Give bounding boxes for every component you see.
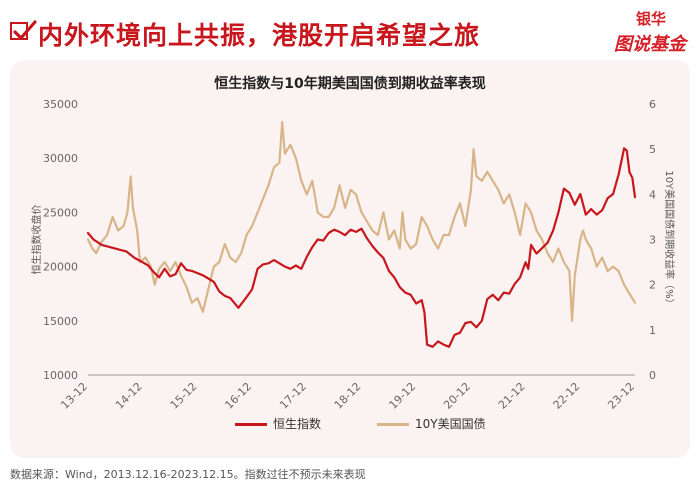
y-left-tick-label: 15000 [43,315,78,328]
chart-legend: 恒生指数 10Y美国国债 [10,415,690,435]
legend-label-ust: 10Y美国国债 [415,417,486,431]
page-headline: 内外环境向上共振，港股开启希望之旅 [38,21,481,50]
x-tick-label: 18-12 [332,380,364,412]
x-tick-label: 22-12 [551,380,583,412]
x-tick-label: 15-12 [168,380,200,412]
logo-column-name: 图说基金 [614,34,686,55]
chart-card: 恒生指数与10年期美国国债到期收益率表现 10000 15000 20000 2500… [10,60,690,458]
checkbox-icon [10,20,37,40]
chart-title: 恒生指数与10年期美国国债到期收益率表现 [214,76,486,92]
chart-plot: 10000 15000 20000 25000 30000 35000 0 1 2 3 4 5 6 13-… [30,98,676,412]
legend-label-hsi: 恒生指数 [273,417,322,431]
legend-swatch-hsi [235,423,267,426]
logo-brand-name: 银华 [636,10,667,28]
y-right-axis-title: 10Y美国国债到期收益率（%） [663,170,676,308]
x-tick-label: 16-12 [222,380,254,412]
y-left-tick-label: 20000 [43,261,78,274]
y-right-tick-label: 0 [649,369,656,382]
y-right-tick-label: 5 [649,143,656,156]
x-tick-label: 17-12 [277,380,309,412]
data-source-footnote: 数据来源：Wind，2013.12.16-2023.12.15。指数过往不预示未… [10,468,366,481]
y-left-tick-label: 25000 [43,206,78,219]
series-line-ust [86,120,637,322]
legend-swatch-ust [377,423,409,426]
y-right-tick-label: 3 [649,234,656,247]
y-right-tick-label: 2 [649,279,656,292]
page-header: 内外环境向上共振，港股开启希望之旅 银华 图说基金 [0,0,700,58]
y-left-axis-title: 恒生指数收盘价 [30,205,43,275]
x-tick-label: 14-12 [113,380,145,412]
x-tick-label: 21-12 [496,380,528,412]
y-right-tick-label: 6 [649,98,656,111]
legend-item-hsi: 恒生指数 [235,415,321,432]
y-left-tick-label: 10000 [43,369,78,382]
y-left-tick-label: 30000 [43,152,78,165]
series-line-hsi [86,147,637,348]
legend-item-ust: 10Y美国国债 [377,415,486,432]
y-right-tick-label: 1 [649,324,656,337]
brand-logo: 银华 图说基金 [614,8,694,55]
y-right-tick-label: 4 [649,188,656,201]
x-tick-label: 19-12 [387,380,419,412]
x-tick-label: 23-12 [605,380,637,412]
x-tick-label: 20-12 [441,380,473,412]
y-left-tick-label: 35000 [43,98,78,111]
x-tick-label: 13-12 [58,380,90,412]
